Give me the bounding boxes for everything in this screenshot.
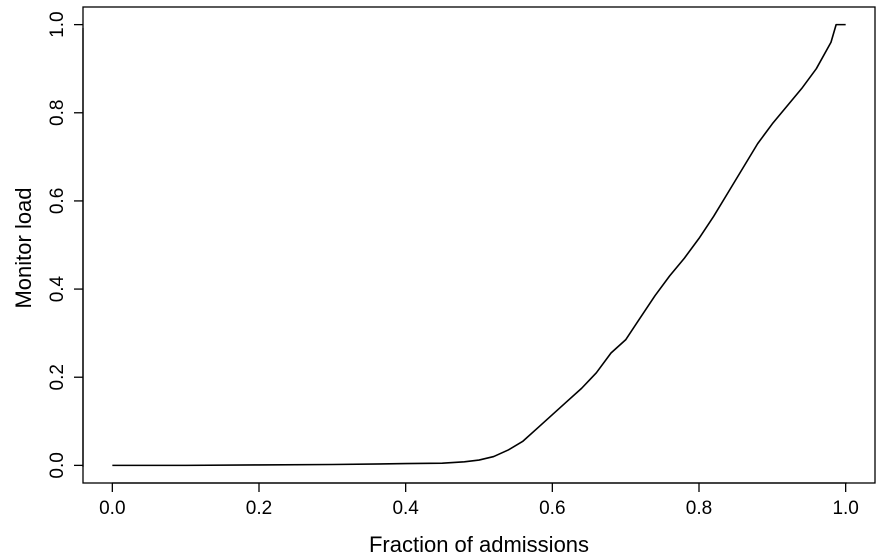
y-tick-label: 0.6	[47, 188, 68, 214]
x-tick-label: 0.0	[99, 498, 125, 519]
y-axis-ticks: 0.0 0.2 0.4 0.6 0.8 1.0	[47, 11, 83, 479]
series-line	[112, 23, 846, 467]
x-tick-label: 1.0	[832, 498, 858, 519]
x-axis-ticks: 0.0 0.2 0.4 0.6 0.8 1.0	[99, 483, 859, 519]
y-axis: 0.0 0.2 0.4 0.6 0.8 1.0 Monitor load	[11, 11, 84, 479]
x-tick-label: 0.6	[539, 498, 565, 519]
y-tick-label: 1.0	[47, 11, 68, 37]
y-tick-label: 0.4	[47, 275, 68, 302]
y-axis-title: Monitor load	[11, 187, 36, 308]
x-tick-label: 0.4	[392, 498, 419, 519]
y-tick-label: 0.0	[47, 452, 68, 478]
y-tick-label: 0.8	[47, 100, 68, 126]
series-layer	[112, 23, 846, 467]
x-tick-label: 0.2	[246, 498, 272, 519]
x-axis-title: Fraction of admissions	[369, 532, 589, 557]
x-tick-label: 0.8	[686, 498, 712, 519]
y-tick-label: 0.2	[47, 364, 68, 390]
x-axis: 0.0 0.2 0.4 0.6 0.8 1.0 Fraction of admission…	[99, 482, 859, 557]
